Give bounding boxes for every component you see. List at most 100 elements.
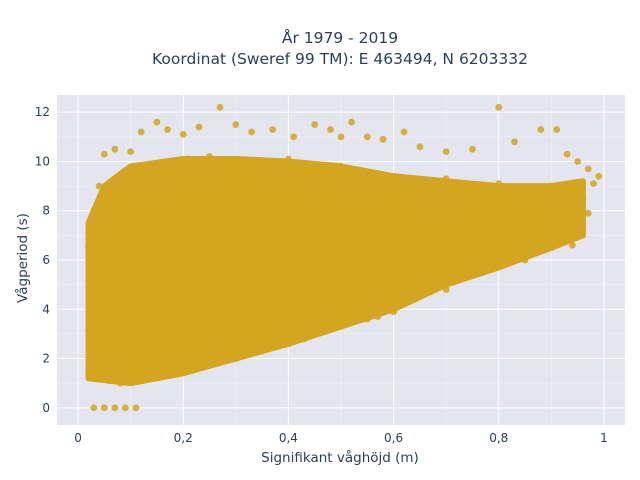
- chart-subtitle: Koordinat (Sweref 99 TM): E 463494, N 62…: [152, 50, 528, 68]
- data-point: [195, 123, 203, 131]
- data-point: [116, 195, 124, 202]
- data-point: [95, 305, 103, 313]
- data-point: [100, 404, 108, 412]
- data-point: [505, 202, 513, 210]
- data-point: [363, 256, 371, 264]
- data-point: [595, 172, 603, 180]
- data-point: [574, 227, 582, 234]
- data-point: [95, 374, 103, 382]
- data-point: [427, 288, 434, 296]
- data-point: [337, 323, 345, 330]
- data-point: [495, 103, 503, 111]
- data-point: [100, 150, 108, 158]
- data-point: [416, 143, 424, 151]
- data-point: [390, 227, 397, 234]
- data-point: [153, 163, 161, 170]
- data-point: [311, 268, 319, 276]
- data-point: [337, 163, 345, 170]
- y-tick-label: 2: [42, 352, 50, 366]
- data-point: [285, 231, 292, 239]
- x-tick-label: 0,6: [384, 431, 403, 445]
- data-point: [558, 219, 566, 227]
- data-point: [290, 133, 298, 141]
- data-point: [374, 313, 382, 321]
- data-point: [584, 209, 592, 217]
- data-point: [416, 249, 424, 257]
- data-point: [453, 197, 461, 205]
- data-point: [442, 148, 450, 156]
- data-point: [479, 268, 487, 276]
- data-point: [363, 133, 371, 141]
- y-tick-label: 4: [42, 302, 50, 316]
- data-point: [137, 374, 145, 382]
- data-point: [574, 158, 582, 165]
- x-tick-label: 0,2: [174, 431, 193, 445]
- data-point: [137, 170, 145, 178]
- data-point: [511, 138, 518, 146]
- data-point: [106, 212, 113, 220]
- data-point: [206, 153, 213, 160]
- data-point: [469, 236, 476, 244]
- data-point: [153, 318, 161, 325]
- data-point: [153, 118, 161, 126]
- data-point: [311, 330, 319, 338]
- data-point: [258, 347, 266, 355]
- data-point: [337, 231, 345, 239]
- data-point: [379, 135, 387, 143]
- data-point: [90, 404, 98, 412]
- data-point: [206, 305, 213, 313]
- data-point: [153, 372, 161, 380]
- data-point: [300, 335, 308, 343]
- data-point: [127, 377, 135, 385]
- data-point: [495, 219, 503, 227]
- x-axis-label: Signifikant våghöjd (m): [261, 449, 419, 466]
- data-point: [416, 278, 424, 286]
- data-point: [85, 244, 92, 252]
- data-point: [100, 256, 108, 264]
- data-point: [453, 261, 461, 269]
- data-point: [179, 131, 187, 138]
- data-point: [363, 315, 371, 323]
- data-point: [185, 155, 192, 163]
- data-point: [190, 364, 198, 372]
- data-point: [179, 367, 187, 375]
- y-tick-label: 12: [35, 105, 50, 119]
- y-axis-ticks: 0 2 4 6 8 10 12: [35, 105, 50, 415]
- chart-title: År 1979 - 2019: [281, 29, 399, 47]
- data-point: [348, 195, 355, 202]
- data-point: [521, 256, 529, 264]
- data-point: [121, 404, 129, 412]
- data-point: [132, 404, 140, 412]
- data-point: [179, 256, 187, 264]
- data-point: [311, 121, 319, 128]
- data-point: [442, 175, 450, 183]
- data-point: [532, 239, 539, 247]
- data-point: [248, 128, 255, 136]
- data-point: [584, 165, 592, 173]
- data-point: [216, 103, 224, 111]
- data-point: [521, 187, 529, 195]
- data-point: [106, 377, 113, 385]
- data-point: [495, 261, 503, 269]
- x-tick-label: 1: [600, 431, 608, 445]
- data-point: [137, 231, 145, 239]
- data-point: [569, 241, 576, 249]
- y-tick-label: 0: [42, 401, 50, 415]
- data-point: [232, 244, 240, 252]
- data-point: [295, 199, 303, 207]
- data-point: [416, 177, 424, 185]
- data-point: [164, 369, 171, 377]
- x-axis-ticks: 0 0,2 0,4 0,6 0,8 1: [74, 431, 608, 445]
- data-point: [258, 160, 266, 168]
- data-point: [190, 207, 198, 215]
- data-point: [495, 180, 503, 188]
- data-point: [137, 128, 145, 136]
- data-point: [469, 145, 476, 153]
- data-point: [400, 192, 408, 200]
- data-point: [127, 148, 135, 156]
- data-point: [85, 328, 92, 335]
- data-point: [269, 126, 277, 133]
- data-point: [505, 254, 513, 261]
- x-tick-label: 0,4: [279, 431, 298, 445]
- data-point: [363, 170, 371, 178]
